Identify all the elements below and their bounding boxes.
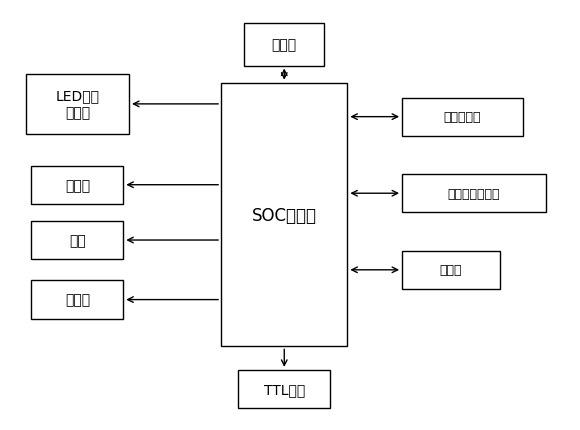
Text: TTL串口: TTL串口 xyxy=(264,382,305,396)
Text: 麦克风: 麦克风 xyxy=(65,293,90,307)
Text: 无线通信器: 无线通信器 xyxy=(444,111,481,124)
Bar xyxy=(402,175,546,213)
Bar xyxy=(26,75,129,134)
Text: LED触摸
显示屏: LED触摸 显示屏 xyxy=(56,89,99,120)
Bar xyxy=(31,166,124,204)
Bar xyxy=(31,281,124,319)
Bar xyxy=(238,370,330,408)
Bar xyxy=(402,98,523,136)
Text: SOC控制器: SOC控制器 xyxy=(252,206,317,224)
Bar xyxy=(402,251,500,289)
Text: 传感器: 传感器 xyxy=(271,38,297,52)
Bar xyxy=(221,83,347,347)
Bar xyxy=(31,221,124,260)
Text: 扬声器: 扬声器 xyxy=(65,178,90,192)
Text: 存储卡: 存储卡 xyxy=(440,264,462,276)
Text: 耳机: 耳机 xyxy=(69,233,86,247)
Bar xyxy=(244,24,324,67)
Text: 动态随机存储器: 动态随机存储器 xyxy=(448,187,500,200)
